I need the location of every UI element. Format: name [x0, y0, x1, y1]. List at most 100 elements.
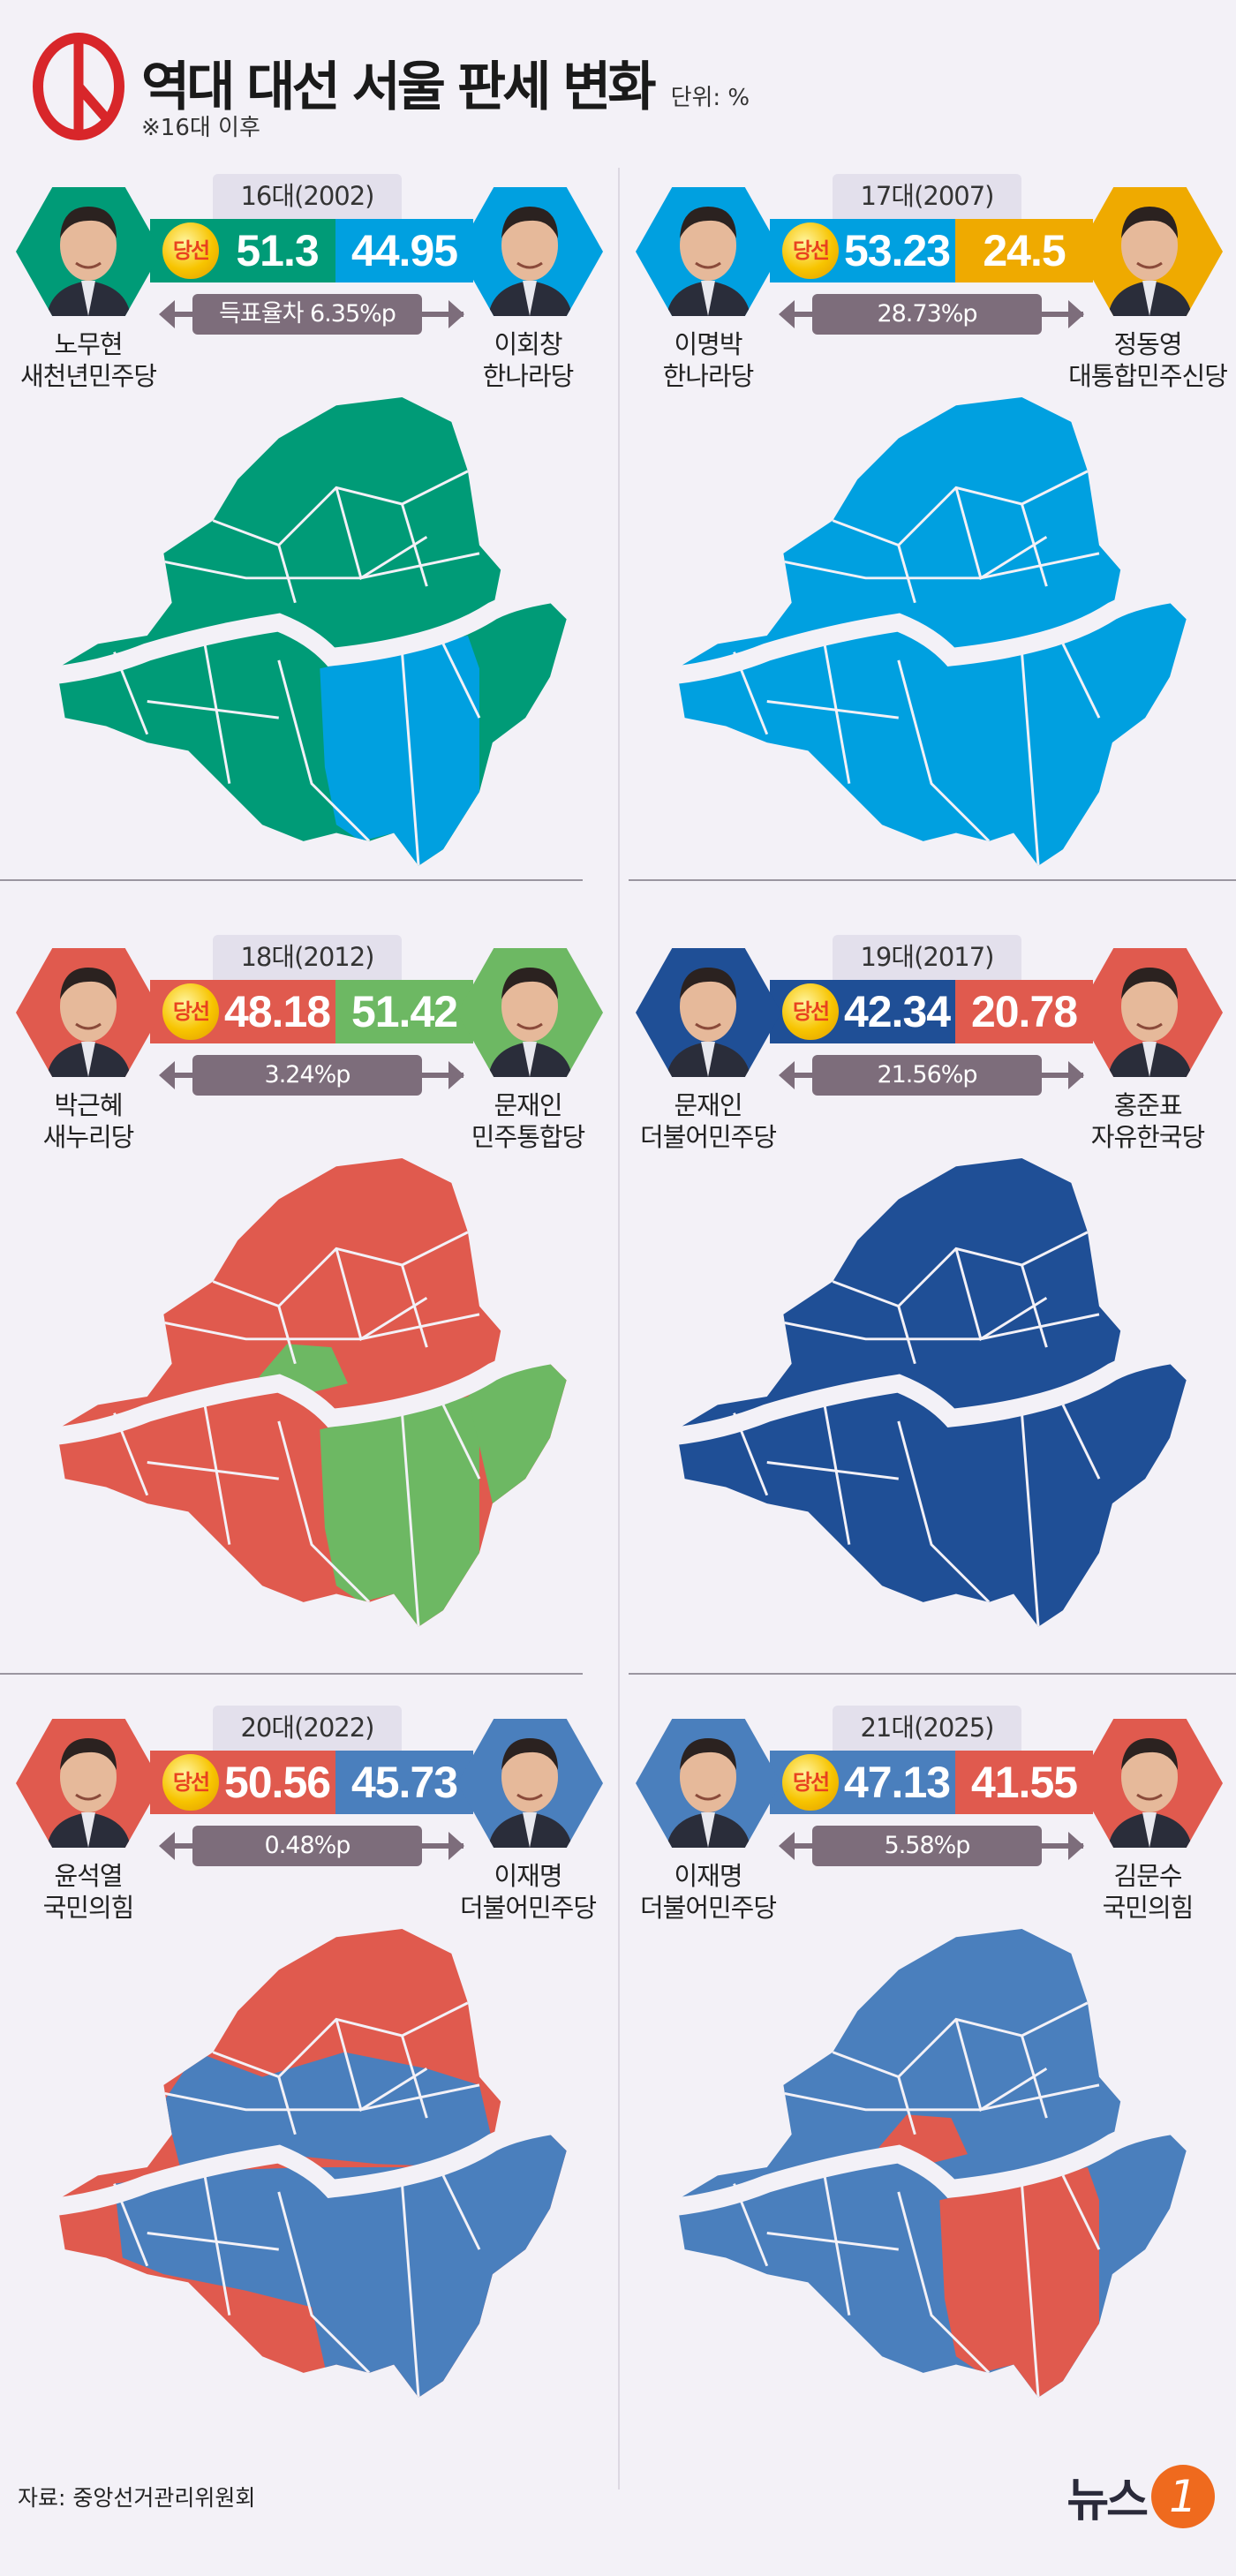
winner-badge: 당선: [162, 222, 219, 279]
divider: [0, 1673, 583, 1675]
vote-margin: 5.58%p: [812, 1826, 1042, 1866]
loser-party: 자유한국당: [1090, 1122, 1205, 1152]
winner-share-segment: 당선 42.34: [770, 980, 955, 1043]
arrow-right-icon: [448, 1832, 464, 1860]
winner-badge: 당선: [782, 1754, 839, 1811]
election-year: 18대(2012): [213, 935, 402, 980]
election-year: 16대(2002): [213, 174, 402, 219]
winner-party: 더불어민주당: [639, 1122, 777, 1152]
election-panel: 20대(2022) 당선 50.56 45.73 0.48%p 윤석열 국민의힘…: [0, 1532, 618, 2414]
winner-share: 42.34: [843, 987, 951, 1036]
arrow-right-icon: [1068, 1832, 1084, 1860]
seoul-district-map: [49, 1928, 575, 2398]
loser-name: 홍준표: [1113, 1090, 1182, 1120]
vote-share-bar: 당선 51.3 44.95: [150, 219, 473, 282]
winner-party: 새천년민주당: [19, 361, 157, 391]
divider: [618, 168, 620, 2489]
seoul-district-map: [668, 1157, 1195, 1627]
loser-photo: [1077, 187, 1223, 316]
loser-party: 대통합민주신당: [1068, 361, 1228, 391]
election-panel: 21대(2025) 당선 47.13 41.55 5.58%p 이재명 더불어민…: [620, 1532, 1236, 2414]
divider: [629, 879, 1236, 881]
winner-badge: 당선: [162, 983, 219, 1040]
winner-photo: [636, 187, 781, 316]
source-note: 자료: 중앙선거관리위원회: [18, 2485, 256, 2511]
winner-name: 문재인: [674, 1090, 742, 1120]
election-year: 19대(2017): [833, 935, 1021, 980]
district-region: [114, 2118, 567, 2398]
seoul-district-map: [668, 1928, 1195, 2398]
vote-share-bar: 당선 47.13 41.55: [770, 1751, 1093, 1814]
election-year: 21대(2025): [833, 1706, 1021, 1751]
arrow-left-icon: [779, 1832, 795, 1860]
loser-photo: [1077, 948, 1223, 1077]
winner-name: 이재명: [674, 1861, 742, 1891]
winner-share: 53.23: [843, 226, 951, 275]
loser-share: 44.95: [335, 219, 473, 282]
loser-photo: [457, 187, 603, 316]
han-river: [49, 2113, 575, 2217]
winner-share-segment: 당선 51.3: [150, 219, 335, 282]
loser-party: 더불어민주당: [459, 1893, 597, 1923]
district-region: [320, 1397, 479, 1627]
loser-name: 김문수: [1113, 1861, 1182, 1891]
winner-photo: [16, 187, 162, 316]
winner-photo: [636, 948, 781, 1077]
note-label: ※16대 이후: [141, 115, 260, 141]
winner-party: 새누리당: [42, 1122, 135, 1152]
vote-stamp-icon: [33, 33, 124, 140]
winner-party: 더불어민주당: [639, 1893, 777, 1923]
loser-name: 문재인: [494, 1090, 562, 1120]
brand-mark: 1: [1151, 2464, 1215, 2528]
divider: [629, 1673, 1236, 1675]
page-title: 역대 대선 서울 판세 변화: [141, 56, 657, 118]
header: 역대 대선 서울 판세 변화 단위: %: [141, 44, 750, 121]
winner-badge: 당선: [782, 983, 839, 1040]
han-river: [668, 1343, 1195, 1446]
winner-share: 50.56: [223, 1758, 331, 1807]
arrow-left-icon: [159, 1061, 175, 1089]
winner-share-segment: 당선 53.23: [770, 219, 955, 282]
loser-party: 국민의힘: [1102, 1893, 1195, 1923]
loser-share: 20.78: [955, 980, 1093, 1043]
vote-share-bar: 당선 42.34 20.78: [770, 980, 1093, 1043]
winner-share: 47.13: [843, 1758, 951, 1807]
brand-text: 뉴스: [1066, 2474, 1149, 2527]
arrow-right-icon: [448, 300, 464, 328]
arrow-left-icon: [779, 1061, 795, 1089]
winner-name: 이명박: [674, 329, 742, 359]
winner-photo: [636, 1719, 781, 1848]
loser-name: 이회창: [494, 329, 562, 359]
loser-party: 민주통합당: [471, 1122, 585, 1152]
election-year: 20대(2022): [213, 1706, 402, 1751]
winner-share-segment: 당선 50.56: [150, 1751, 335, 1814]
winner-party: 한나라당: [662, 361, 755, 391]
seoul-district-map: [49, 396, 575, 866]
divider: [0, 879, 583, 881]
seoul-district-map: [49, 1157, 575, 1627]
loser-share: 41.55: [955, 1751, 1093, 1814]
arrow-right-icon: [448, 1061, 464, 1089]
election-panel: 16대(2002) 당선 51.3 44.95 득표율차 6.35%p 노무현 …: [0, 0, 618, 883]
vote-margin: 득표율차 6.35%p: [192, 294, 422, 335]
arrow-left-icon: [159, 1832, 175, 1860]
loser-share: 45.73: [335, 1751, 473, 1814]
arrow-right-icon: [1068, 1061, 1084, 1089]
winner-share-segment: 당선 48.18: [150, 980, 335, 1043]
election-panel: 19대(2017) 당선 42.34 20.78 21.56%p 문재인 더불어…: [620, 761, 1236, 1644]
vote-share-bar: 당선 48.18 51.42: [150, 980, 473, 1043]
seoul-district-map: [668, 396, 1195, 866]
winner-photo: [16, 1719, 162, 1848]
winner-name: 윤석열: [54, 1861, 123, 1891]
vote-margin: 28.73%p: [812, 294, 1042, 335]
arrow-left-icon: [159, 300, 175, 328]
han-river: [49, 1343, 575, 1446]
winner-name: 박근혜: [54, 1090, 123, 1120]
vote-share-bar: 당선 50.56 45.73: [150, 1751, 473, 1814]
han-river: [49, 582, 575, 685]
unit-label: 단위: %: [670, 85, 750, 111]
han-river: [668, 2113, 1195, 2217]
vote-margin: 21.56%p: [812, 1055, 1042, 1096]
han-river: [668, 582, 1195, 685]
winner-photo: [16, 948, 162, 1077]
